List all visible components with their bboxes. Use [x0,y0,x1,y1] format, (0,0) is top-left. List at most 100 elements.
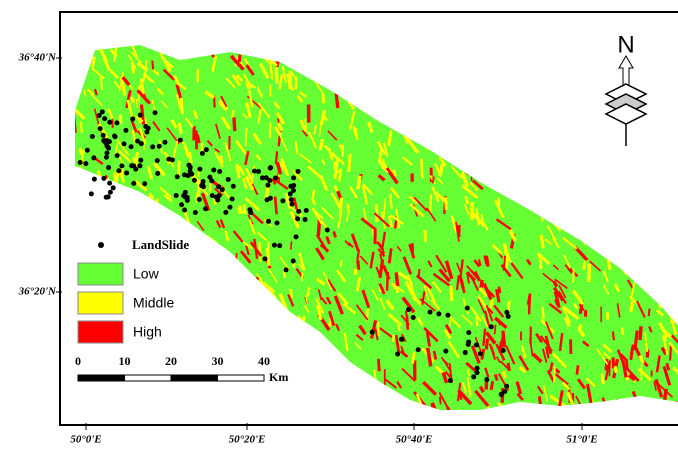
terrain-stripe [640,152,651,162]
terrain-stripe [557,167,565,177]
terrain-stripe [192,307,196,314]
terrain-stripe [171,396,184,410]
terrain-stripe [636,274,639,282]
terrain-stripe [281,349,284,363]
terrain-stripe [167,414,171,419]
terrain-stripe [329,356,331,372]
landslide-point [291,175,296,180]
terrain-stripe [243,413,244,423]
terrain-stripe [539,396,541,411]
terrain-stripe [366,51,373,59]
lon-label: 50°20'E [229,434,266,446]
terrain-stripe [567,195,570,202]
terrain-stripe [606,168,616,179]
terrain-stripe [402,121,408,130]
terrain-stripe [530,420,535,439]
terrain-stripe [496,72,506,84]
terrain-stripe [396,272,398,286]
terrain-stripe [630,189,639,205]
terrain-stripe [541,235,543,248]
terrain-stripe [313,190,314,198]
terrain-stripe [668,143,674,147]
terrain-stripe [111,214,116,219]
terrain-stripe [333,401,342,415]
terrain-stripe [539,53,544,60]
terrain-stripe [149,357,158,371]
landslide-point [162,140,167,145]
terrain-stripe [588,196,594,207]
terrain-stripe [599,73,608,82]
terrain-stripe [413,89,423,103]
terrain-stripe [491,381,492,390]
terrain-stripe [535,89,536,104]
terrain-stripe [635,197,639,202]
terrain-stripe [570,131,582,142]
landslide-point [193,210,198,215]
terrain-stripe [127,288,129,297]
terrain-stripe [654,247,656,253]
terrain-stripe [630,246,636,261]
terrain-stripe [581,203,584,210]
terrain-stripe [670,193,671,211]
terrain-stripe [650,55,651,73]
terrain-stripe [650,68,651,74]
terrain-stripe [90,286,93,291]
landslide-point [137,163,142,168]
terrain-stripe [490,68,492,81]
terrain-stripe [658,276,659,291]
terrain-stripe [101,221,109,233]
terrain-stripe [506,67,508,84]
landslide-point [395,352,400,357]
terrain-stripe [339,41,340,52]
landslide-point [264,175,269,180]
terrain-stripe [635,233,637,242]
terrain-stripe [432,47,441,55]
terrain-stripe [260,299,262,307]
landslide-point [146,126,151,131]
terrain-stripe [338,49,349,65]
terrain-stripe [602,373,603,384]
terrain-stripe [674,77,678,95]
terrain-stripe [195,386,199,403]
terrain-stripe [170,321,181,330]
terrain-stripe [510,68,523,81]
terrain-stripe [204,398,205,404]
terrain-stripe [212,49,213,57]
terrain-stripe [455,71,459,79]
landslide-point [166,157,171,162]
terrain-stripe [176,353,183,359]
landslide-point [119,163,124,168]
landslide-point [107,181,112,186]
terrain-stripe [503,331,505,348]
terrain-stripe [74,245,81,256]
landslide-point [215,197,220,202]
terrain-stripe [287,410,289,419]
landslide-point [101,176,106,181]
terrain-stripe [322,407,326,416]
terrain-stripe [181,98,182,114]
terrain-stripe [583,208,587,215]
terrain-stripe [606,145,607,152]
terrain-stripe [615,366,616,373]
terrain-stripe [79,172,81,180]
terrain-stripe [425,230,426,242]
terrain-stripe [314,382,318,389]
terrain-stripe [521,170,526,175]
terrain-stripe [327,40,331,47]
terrain-stripe [664,414,672,432]
landslide-point [116,168,121,173]
terrain-stripe [308,379,309,389]
terrain-stripe [352,44,353,56]
terrain-stripe [179,161,180,176]
terrain-stripe [545,48,546,60]
terrain-stripe [398,325,400,331]
landslide-point [129,144,134,149]
terrain-stripe [193,235,200,241]
terrain-stripe [653,199,661,209]
terrain-stripe [222,325,235,336]
terrain-stripe [667,124,676,131]
terrain-stripe [398,78,408,88]
terrain-stripe [341,260,342,267]
terrain-stripe [504,163,507,181]
terrain-stripe [89,390,100,398]
